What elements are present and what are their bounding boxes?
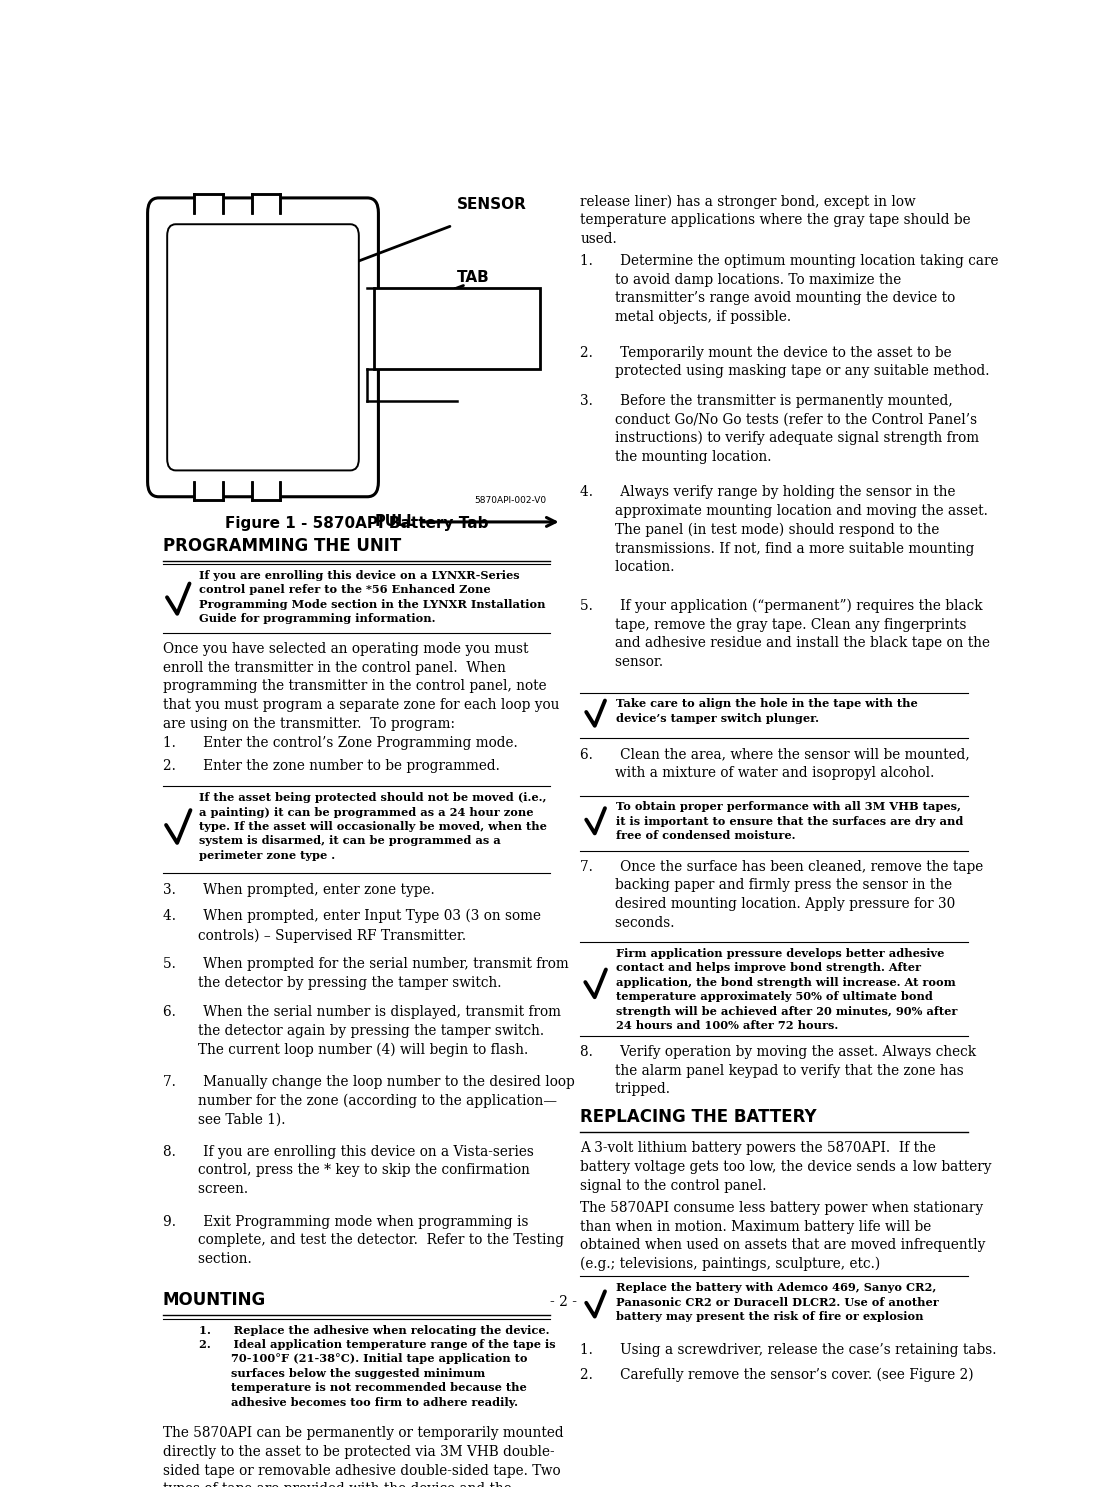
Text: 4.  When prompted, enter Input Type 03 (3 on some
        controls) – Supervised: 4. When prompted, enter Input Type 03 (3… — [163, 909, 541, 943]
Text: - 2 -: - 2 - — [550, 1295, 577, 1309]
Text: To obtain proper performance with all 3M VHB tapes,
it is important to ensure th: To obtain proper performance with all 3M… — [617, 801, 964, 842]
Text: Once you have selected an operating mode you must
enroll the transmitter in the : Once you have selected an operating mode… — [163, 642, 559, 730]
Text: PULL: PULL — [374, 515, 415, 529]
Text: 6.  When the serial number is displayed, transmit from
        the detector agai: 6. When the serial number is displayed, … — [163, 1005, 560, 1057]
Text: 2.  Carefully remove the sensor’s cover. (see Figure 2): 2. Carefully remove the sensor’s cover. … — [580, 1368, 974, 1383]
Text: 2.  Enter the zone number to be programmed.: 2. Enter the zone number to be programme… — [163, 758, 500, 773]
Text: Take care to align the hole in the tape with the
device’s tamper switch plunger.: Take care to align the hole in the tape … — [617, 699, 918, 724]
Text: MOUNTING: MOUNTING — [163, 1291, 266, 1310]
FancyBboxPatch shape — [147, 198, 378, 497]
Text: If the asset being protected should not be moved (i.e.,
a painting) it can be pr: If the asset being protected should not … — [199, 793, 546, 861]
Text: 1.  Replace the adhesive when relocating the device.
2.  Ideal application tempe: 1. Replace the adhesive when relocating … — [199, 1325, 555, 1408]
Text: 5870API-002-V0: 5870API-002-V0 — [474, 495, 546, 504]
Text: 7.  Once the surface has been cleaned, remove the tape
        backing paper and: 7. Once the surface has been cleaned, re… — [580, 859, 984, 929]
Text: 8.  Verify operation by moving the asset. Always check
        the alarm panel k: 8. Verify operation by moving the asset.… — [580, 1045, 976, 1096]
Text: release liner) has a stronger bond, except in low
temperature applications where: release liner) has a stronger bond, exce… — [580, 195, 970, 247]
Text: 5.  If your application (“permanent”) requires the black
        tape, remove th: 5. If your application (“permanent”) req… — [580, 599, 990, 669]
Text: Replace the battery with Ademco 469, Sanyo CR2,
Panasonic CR2 or Duracell DLCR2.: Replace the battery with Ademco 469, San… — [617, 1282, 939, 1322]
Text: Firm application pressure develops better adhesive
contact and helps improve bon: Firm application pressure develops bette… — [617, 947, 957, 1030]
Bar — [374, 288, 541, 369]
Text: 1.  Enter the control’s Zone Programming mode.: 1. Enter the control’s Zone Programming … — [163, 736, 518, 749]
Text: SENSOR: SENSOR — [457, 196, 526, 211]
Text: 3.  Before the transmitter is permanently mounted,
        conduct Go/No Go test: 3. Before the transmitter is permanently… — [580, 394, 979, 464]
Bar — [253, 480, 280, 500]
Text: The 5870API consume less battery power when stationary
than when in motion. Maxi: The 5870API consume less battery power w… — [580, 1201, 986, 1271]
Text: Figure 1 - 5870API Battery Tab: Figure 1 - 5870API Battery Tab — [225, 516, 488, 531]
Bar — [253, 192, 280, 216]
FancyBboxPatch shape — [167, 225, 358, 470]
Text: If you are enrolling this device on a LYNXR-Series
control panel refer to the *5: If you are enrolling this device on a LY… — [199, 570, 545, 625]
Bar — [195, 192, 222, 216]
Text: 6.  Clean the area, where the sensor will be mounted,
        with a mixture of : 6. Clean the area, where the sensor will… — [580, 748, 970, 781]
Text: REPLACING THE BATTERY: REPLACING THE BATTERY — [580, 1108, 817, 1126]
Text: PULL TO CONNECT BATTERY: PULL TO CONNECT BATTERY — [380, 309, 534, 318]
Text: A 3-volt lithium battery powers the 5870API.  If the
battery voltage gets too lo: A 3-volt lithium battery powers the 5870… — [580, 1142, 991, 1193]
Text: PROGRAMMING THE UNIT: PROGRAMMING THE UNIT — [163, 537, 401, 555]
Text: 3.  When prompted, enter zone type.: 3. When prompted, enter zone type. — [163, 883, 435, 897]
Text: 8.  If you are enrolling this device on a Vista-series
        control, press th: 8. If you are enrolling this device on a… — [163, 1145, 534, 1196]
Text: The 5870API can be permanently or temporarily mounted
directly to the asset to b: The 5870API can be permanently or tempor… — [163, 1426, 564, 1487]
Text: TAB: TAB — [457, 271, 489, 286]
Bar — [195, 480, 222, 500]
Text: 4.  Always verify range by holding the sensor in the
        approximate mountin: 4. Always verify range by holding the se… — [580, 485, 988, 574]
Text: K5867: K5867 — [437, 339, 477, 348]
Text: 1.  Determine the optimum mounting location taking care
        to avoid damp lo: 1. Determine the optimum mounting locati… — [580, 254, 999, 324]
Text: 2.  Temporarily mount the device to the asset to be
        protected using mask: 2. Temporarily mount the device to the a… — [580, 345, 990, 378]
Text: 9.  Exit Programming mode when programming is
        complete, and test the det: 9. Exit Programming mode when programmin… — [163, 1215, 564, 1265]
Text: 5.  When prompted for the serial number, transmit from
        the detector by p: 5. When prompted for the serial number, … — [163, 958, 568, 990]
Text: 1.  Using a screwdriver, release the case’s retaining tabs.: 1. Using a screwdriver, release the case… — [580, 1343, 997, 1358]
Text: 7.  Manually change the loop number to the desired loop
        number for the z: 7. Manually change the loop number to th… — [163, 1075, 575, 1127]
